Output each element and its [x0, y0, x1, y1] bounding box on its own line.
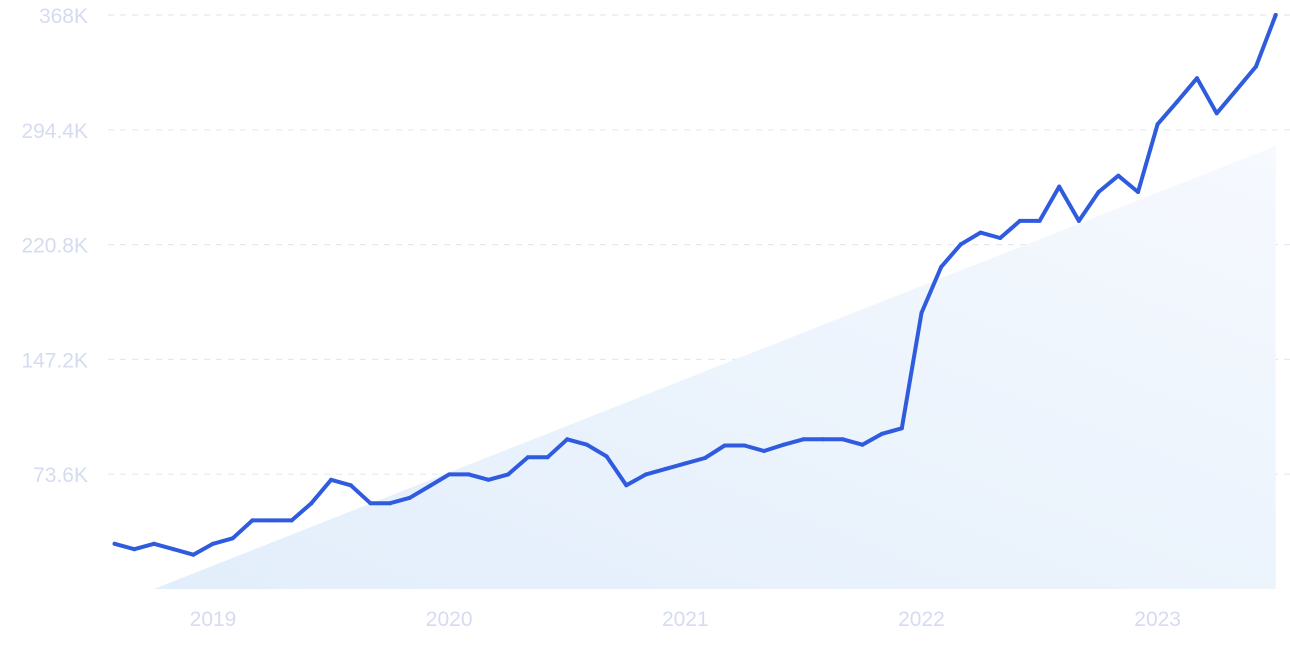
data-point — [762, 449, 766, 453]
data-point — [624, 483, 629, 488]
data-point — [171, 547, 176, 552]
data-point — [1273, 13, 1278, 17]
x-tick-label: 2022 — [898, 608, 945, 631]
data-point — [821, 437, 826, 442]
x-tick-label: 2020 — [426, 608, 473, 631]
data-point — [998, 236, 1003, 240]
data-point — [1195, 76, 1199, 81]
data-point — [722, 443, 727, 448]
x-axis-labels: 2019 2020 2021 2022 2023 — [190, 608, 1181, 631]
y-tick-label: 368K — [39, 5, 88, 28]
data-point — [329, 477, 334, 482]
data-point — [348, 483, 353, 488]
data-point — [211, 541, 215, 546]
data-point — [1096, 190, 1101, 194]
data-point — [880, 431, 885, 436]
data-point — [388, 501, 393, 506]
data-point — [309, 501, 314, 506]
y-axis-labels: 73.6K 147.2K 220.8K 294.4K 368K — [21, 5, 88, 487]
data-point — [1155, 122, 1160, 127]
trend-wedge — [153, 146, 1276, 590]
data-point — [1175, 99, 1180, 104]
data-point — [506, 472, 511, 477]
data-point — [801, 437, 806, 442]
x-tick-label: 2023 — [1134, 608, 1181, 631]
data-point — [1057, 184, 1062, 189]
series-layer — [112, 13, 1278, 557]
data-point — [270, 518, 274, 523]
trend-area — [153, 146, 1276, 590]
data-point — [584, 442, 589, 447]
series-line — [112, 13, 1278, 557]
data-point — [191, 552, 196, 557]
data-point — [447, 472, 452, 477]
data-point — [1076, 218, 1081, 223]
data-point — [644, 472, 648, 477]
data-point — [486, 477, 491, 482]
data-point — [781, 442, 786, 447]
data-point — [978, 230, 983, 235]
data-point — [132, 547, 137, 552]
data-point — [1037, 218, 1042, 223]
data-point — [545, 455, 550, 460]
data-point — [230, 536, 235, 541]
data-point — [368, 501, 373, 506]
data-point — [899, 426, 904, 431]
data-point — [604, 454, 609, 459]
y-tick-label: 73.6K — [33, 464, 88, 487]
data-point — [683, 461, 688, 466]
data-point — [663, 466, 668, 471]
data-point — [1234, 87, 1239, 92]
x-tick-label: 2019 — [190, 608, 237, 631]
data-point — [112, 541, 117, 546]
data-point — [958, 242, 963, 247]
x-tick-label: 2021 — [662, 608, 709, 631]
data-point — [1214, 111, 1219, 116]
data-point — [840, 437, 845, 442]
data-point — [525, 455, 530, 460]
data-point — [919, 310, 924, 315]
data-point — [565, 437, 570, 442]
data-point — [703, 456, 707, 460]
data-point — [1136, 190, 1140, 194]
data-point — [289, 518, 294, 523]
y-tick-label: 294.4K — [21, 120, 88, 143]
data-point — [466, 472, 471, 477]
data-point — [742, 443, 747, 448]
y-tick-label: 147.2K — [21, 349, 88, 372]
data-point — [1017, 218, 1022, 223]
data-point — [1254, 64, 1258, 69]
data-point — [860, 442, 865, 447]
data-point — [427, 484, 432, 489]
data-point — [250, 518, 255, 523]
data-point — [152, 541, 156, 546]
data-point — [407, 495, 412, 500]
y-tick-label: 220.8K — [21, 235, 88, 258]
data-point — [1116, 173, 1121, 178]
data-point — [939, 264, 944, 269]
